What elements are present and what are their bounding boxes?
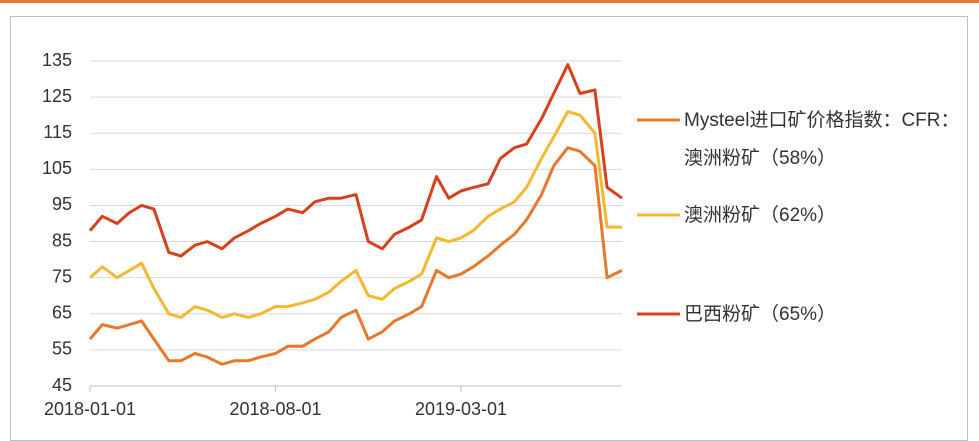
y-tick-label: 75 (52, 266, 72, 286)
top-bar (0, 0, 979, 3)
y-tick-label: 95 (52, 194, 72, 214)
legend-label: 澳洲粉矿（62%） (684, 205, 837, 226)
series-line (89, 110, 622, 319)
y-tick-label: 55 (52, 339, 72, 359)
y-tick-label: 45 (52, 375, 72, 395)
y-tick-label: 135 (42, 50, 72, 70)
x-tick-label: 2019-03-01 (415, 399, 507, 419)
series-line (88, 63, 623, 258)
y-tick-label: 105 (42, 158, 72, 178)
y-tick-label: 115 (43, 122, 72, 142)
x-tick-label: 2018-08-01 (229, 399, 321, 419)
y-tick-label: 65 (52, 303, 72, 323)
legend-label: 巴西粉矿（65%） (684, 304, 837, 325)
y-tick-label: 125 (42, 86, 72, 106)
legend-label: Mysteel进口矿价格指数：CFR：澳洲粉矿（58%） (684, 110, 960, 169)
series-line (88, 146, 623, 366)
x-tick-label: 2018-01-01 (44, 399, 136, 419)
y-tick-label: 85 (52, 230, 72, 250)
